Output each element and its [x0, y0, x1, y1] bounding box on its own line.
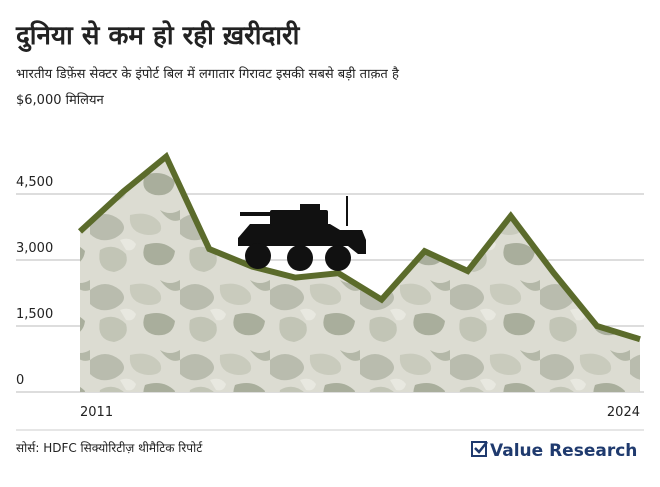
brand-logo: Value Research	[471, 441, 637, 461]
y-tick-label: 0	[16, 373, 24, 388]
chart-title: दुनिया से कम हो रही ख़रीदारी	[15, 20, 301, 52]
area	[80, 156, 640, 392]
chart-subtitle: भारतीय डिफ़ेंस सेक्टर के इंपोर्ट बिल में…	[16, 66, 400, 82]
y-tick-label: 4,500	[16, 175, 53, 190]
y-tick-label: 1,500	[16, 307, 53, 322]
line	[77, 151, 641, 343]
x-tick-label: 2011	[80, 405, 113, 420]
brand-name: Value Research	[490, 441, 637, 461]
plot-area: 0 1,500 3,000 4,500 $6,000 मिलियन 2011 2024	[16, 92, 644, 420]
source-note: सोर्स: HDFC सिक्योरिटीज़ थीमैटिक रिपोर्ट	[16, 441, 203, 455]
vehicle-icon	[238, 196, 366, 271]
y-tick-label: $6,000 मिलियन	[16, 92, 104, 108]
x-tick-label: 2024	[607, 405, 640, 420]
y-tick-label: 3,000	[16, 241, 53, 256]
